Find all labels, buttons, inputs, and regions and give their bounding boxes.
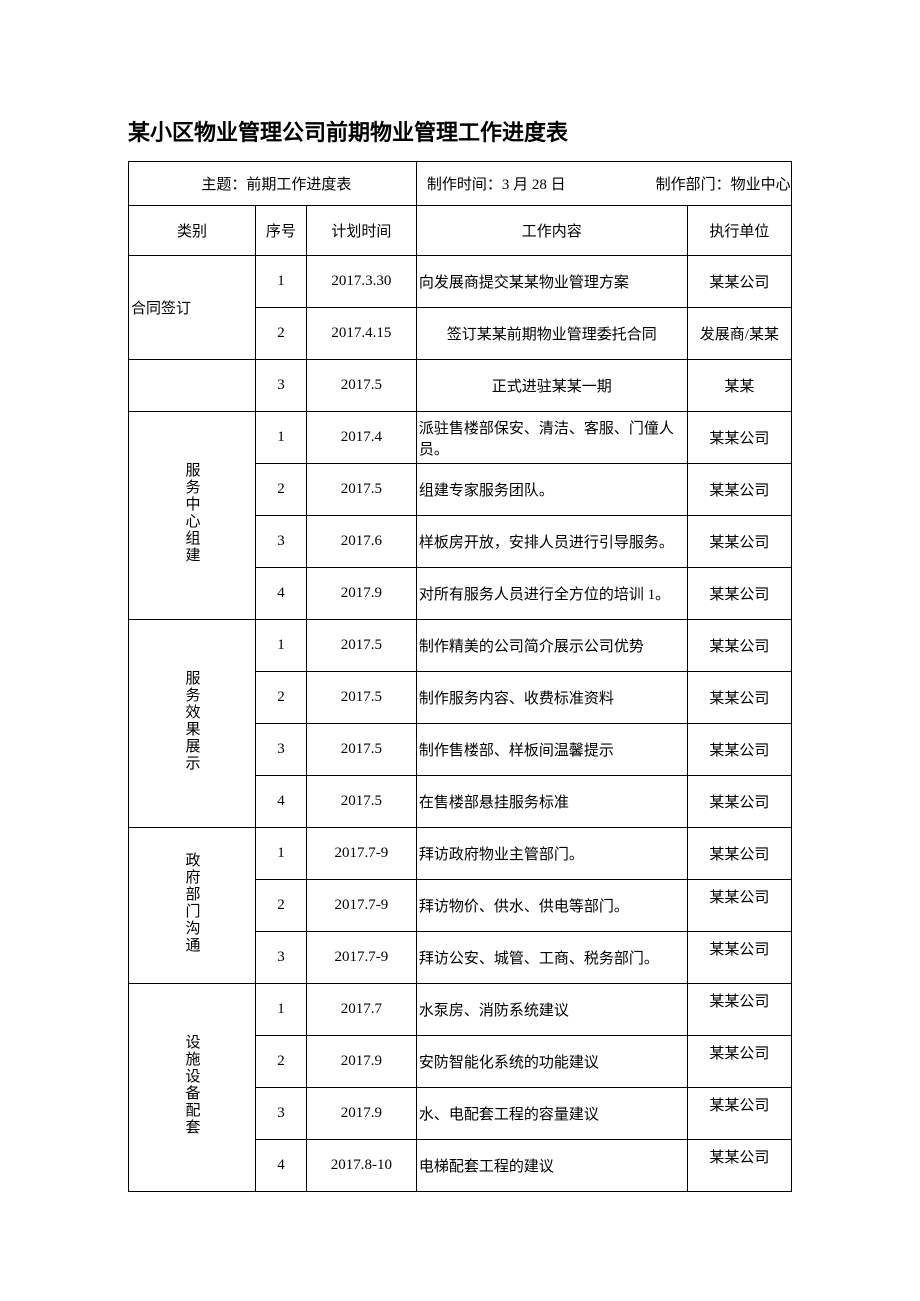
date-cell: 2017.9 (306, 1036, 416, 1088)
content-cell: 安防智能化系统的功能建议 (416, 1036, 687, 1088)
content-cell: 拜访物价、供水、供电等部门。 (416, 880, 687, 932)
header-plan-time: 计划时间 (306, 206, 416, 256)
header-unit: 执行单位 (687, 206, 791, 256)
seq-cell: 4 (256, 776, 307, 828)
content-cell: 水、电配套工程的容量建议 (416, 1088, 687, 1140)
header-row: 类别 序号 计划时间 工作内容 执行单位 (129, 206, 792, 256)
date-cell: 2017.9 (306, 1088, 416, 1140)
category-cell: 服务效果展示 (129, 620, 256, 828)
content-cell: 签订某某前期物业管理委托合同 (416, 308, 687, 360)
content-cell: 对所有服务人员进行全方位的培训 1。 (416, 568, 687, 620)
category-cell: 设施设备配套 (129, 984, 256, 1192)
date-cell: 2017.5 (306, 620, 416, 672)
date-cell: 2017.7 (306, 984, 416, 1036)
header-seq: 序号 (256, 206, 307, 256)
content-cell: 拜访政府物业主管部门。 (416, 828, 687, 880)
unit-cell: 某某公司 (687, 1088, 791, 1140)
content-cell: 拜访公安、城管、工商、税务部门。 (416, 932, 687, 984)
unit-cell: 某某公司 (687, 1140, 791, 1192)
content-cell: 制作售楼部、样板间温馨提示 (416, 724, 687, 776)
table-row: 政府部门沟通12017.7-9拜访政府物业主管部门。某某公司 (129, 828, 792, 880)
unit-cell: 某某公司 (687, 1036, 791, 1088)
content-cell: 制作服务内容、收费标准资料 (416, 672, 687, 724)
category-cell: 政府部门沟通 (129, 828, 256, 984)
date-cell: 2017.4.15 (306, 308, 416, 360)
category-cell (129, 360, 256, 412)
unit-cell: 某某公司 (687, 568, 791, 620)
seq-cell: 1 (256, 828, 307, 880)
seq-cell: 3 (256, 360, 307, 412)
date-cell: 2017.7-9 (306, 932, 416, 984)
table-row: 32017.5正式进驻某某一期某某 (129, 360, 792, 412)
seq-cell: 3 (256, 1088, 307, 1140)
content-cell: 电梯配套工程的建议 (416, 1140, 687, 1192)
date-cell: 2017.5 (306, 672, 416, 724)
content-cell: 组建专家服务团队。 (416, 464, 687, 516)
seq-cell: 1 (256, 256, 307, 308)
seq-cell: 3 (256, 932, 307, 984)
seq-cell: 4 (256, 1140, 307, 1192)
document-title: 某小区物业管理公司前期物业管理工作进度表 (128, 115, 792, 147)
content-cell: 样板房开放，安排人员进行引导服务。 (416, 516, 687, 568)
content-cell: 向发展商提交某某物业管理方案 (416, 256, 687, 308)
unit-cell: 某某公司 (687, 620, 791, 672)
seq-cell: 1 (256, 412, 307, 464)
date-cell: 2017.5 (306, 464, 416, 516)
category-cell: 合同签订 (129, 256, 256, 360)
meta-subject: 主题：前期工作进度表 (129, 162, 417, 206)
unit-cell: 某某公司 (687, 724, 791, 776)
content-cell: 派驻售楼部保安、清洁、客服、门僮人员。 (416, 412, 687, 464)
seq-cell: 1 (256, 984, 307, 1036)
seq-cell: 2 (256, 880, 307, 932)
unit-cell: 某某公司 (687, 464, 791, 516)
table-row: 服务中心组建12017.4派驻售楼部保安、清洁、客服、门僮人员。某某公司 (129, 412, 792, 464)
unit-cell: 发展商/某某 (687, 308, 791, 360)
seq-cell: 3 (256, 516, 307, 568)
unit-cell: 某某公司 (687, 880, 791, 932)
table-row: 合同签订12017.3.30向发展商提交某某物业管理方案某某公司 (129, 256, 792, 308)
date-cell: 2017.5 (306, 724, 416, 776)
unit-cell: 某某公司 (687, 412, 791, 464)
unit-cell: 某某公司 (687, 932, 791, 984)
date-cell: 2017.5 (306, 360, 416, 412)
category-cell: 服务中心组建 (129, 412, 256, 620)
date-cell: 2017.7-9 (306, 880, 416, 932)
unit-cell: 某某 (687, 360, 791, 412)
seq-cell: 1 (256, 620, 307, 672)
seq-cell: 2 (256, 308, 307, 360)
unit-cell: 某某公司 (687, 672, 791, 724)
date-cell: 2017.5 (306, 776, 416, 828)
seq-cell: 2 (256, 464, 307, 516)
seq-cell: 2 (256, 672, 307, 724)
content-cell: 正式进驻某某一期 (416, 360, 687, 412)
table-row: 设施设备配套12017.7水泵房、消防系统建议某某公司 (129, 984, 792, 1036)
date-cell: 2017.9 (306, 568, 416, 620)
unit-cell: 某某公司 (687, 828, 791, 880)
content-cell: 制作精美的公司简介展示公司优势 (416, 620, 687, 672)
header-category: 类别 (129, 206, 256, 256)
header-content: 工作内容 (416, 206, 687, 256)
meta-row: 主题：前期工作进度表制作时间：3 月 28 日制作部门：物业中心 (129, 162, 792, 206)
date-cell: 2017.8-10 (306, 1140, 416, 1192)
content-cell: 水泵房、消防系统建议 (416, 984, 687, 1036)
date-cell: 2017.4 (306, 412, 416, 464)
seq-cell: 2 (256, 1036, 307, 1088)
date-cell: 2017.7-9 (306, 828, 416, 880)
content-cell: 在售楼部悬挂服务标准 (416, 776, 687, 828)
table-row: 服务效果展示12017.5制作精美的公司简介展示公司优势某某公司 (129, 620, 792, 672)
seq-cell: 3 (256, 724, 307, 776)
unit-cell: 某某公司 (687, 256, 791, 308)
progress-table: 主题：前期工作进度表制作时间：3 月 28 日制作部门：物业中心 类别 序号 计… (128, 161, 792, 1192)
date-cell: 2017.6 (306, 516, 416, 568)
meta-time-dept: 制作时间：3 月 28 日制作部门：物业中心 (416, 162, 791, 206)
date-cell: 2017.3.30 (306, 256, 416, 308)
seq-cell: 4 (256, 568, 307, 620)
unit-cell: 某某公司 (687, 984, 791, 1036)
unit-cell: 某某公司 (687, 776, 791, 828)
unit-cell: 某某公司 (687, 516, 791, 568)
